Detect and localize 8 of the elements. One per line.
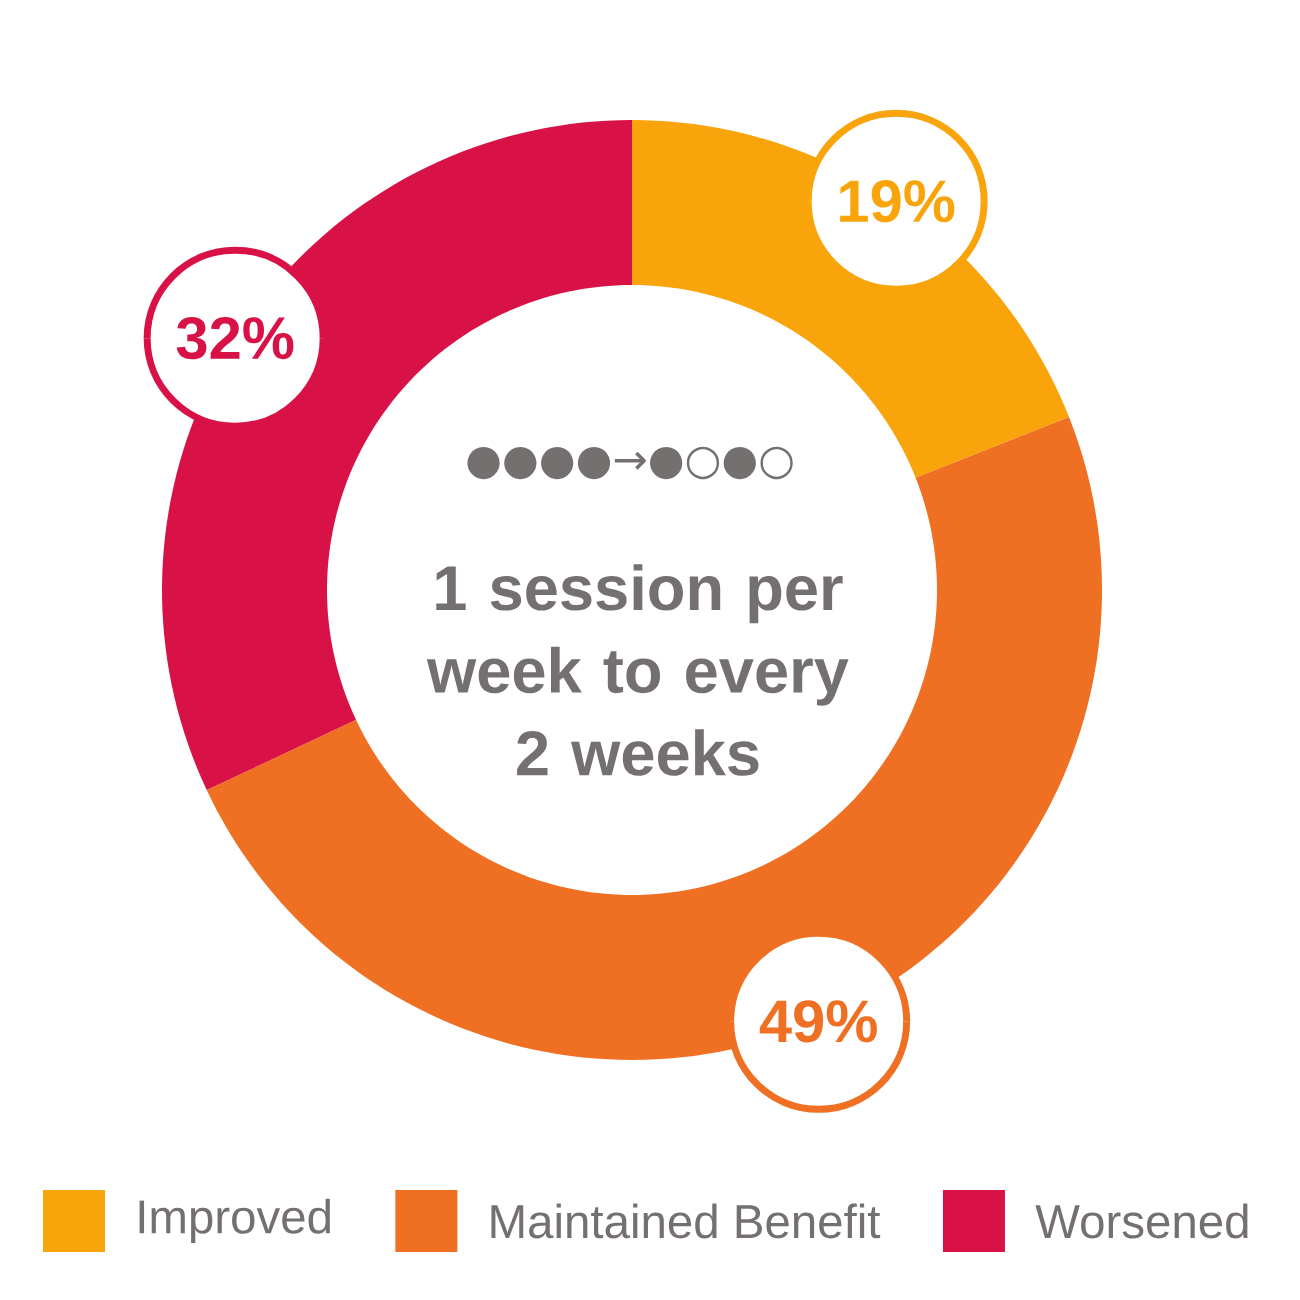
data-label: 32%	[176, 316, 294, 360]
legend-label: Improved	[139, 1198, 330, 1244]
legend-label: Maintained Benefit	[491, 1203, 881, 1239]
text: ●●●●→●○●○	[467, 446, 793, 480]
data-label: 19%	[840, 180, 955, 223]
legend-label: Worsened	[1035, 1203, 1248, 1239]
text: 1 session per week to every 2 weeks	[426, 564, 849, 776]
data-label: 49%	[759, 1000, 877, 1043]
